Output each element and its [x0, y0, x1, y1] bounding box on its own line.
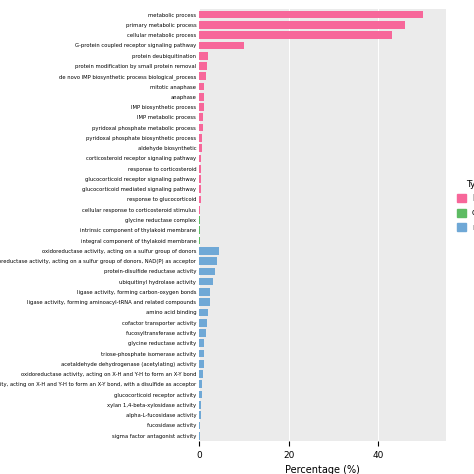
Bar	[199, 432, 200, 439]
Bar	[199, 267, 215, 275]
Bar	[199, 309, 208, 316]
Bar	[199, 103, 203, 111]
Bar	[199, 237, 200, 245]
Bar	[199, 62, 207, 70]
Bar	[199, 421, 201, 429]
X-axis label: Percentage (%): Percentage (%)	[285, 465, 360, 474]
Bar	[199, 278, 212, 285]
Bar	[199, 319, 207, 327]
Bar	[199, 360, 203, 368]
Bar	[199, 155, 201, 162]
Bar	[199, 124, 203, 131]
Bar	[199, 206, 201, 214]
Bar	[199, 82, 204, 91]
Bar	[199, 185, 201, 193]
Bar	[199, 134, 202, 142]
Bar	[199, 391, 202, 399]
Bar	[199, 73, 206, 80]
Bar	[199, 42, 244, 49]
Bar	[199, 216, 201, 224]
Bar	[199, 144, 202, 152]
Bar	[199, 370, 203, 378]
Bar	[199, 298, 210, 306]
Bar	[199, 329, 206, 337]
Bar	[199, 339, 204, 347]
Bar	[199, 381, 202, 388]
Bar	[199, 247, 219, 255]
Bar	[199, 175, 201, 183]
Bar	[199, 288, 210, 296]
Bar	[199, 31, 392, 39]
Bar	[199, 113, 203, 121]
Legend: biolog, cellula, molec: biolog, cellula, molec	[454, 177, 474, 234]
Bar	[199, 165, 201, 173]
Bar	[199, 196, 201, 203]
Bar	[199, 350, 203, 357]
Bar	[199, 93, 203, 100]
Bar	[199, 257, 217, 265]
Bar	[199, 227, 200, 234]
Bar	[199, 411, 201, 419]
Bar	[199, 11, 423, 18]
Bar	[199, 21, 405, 29]
Bar	[199, 52, 208, 60]
Bar	[199, 401, 201, 409]
